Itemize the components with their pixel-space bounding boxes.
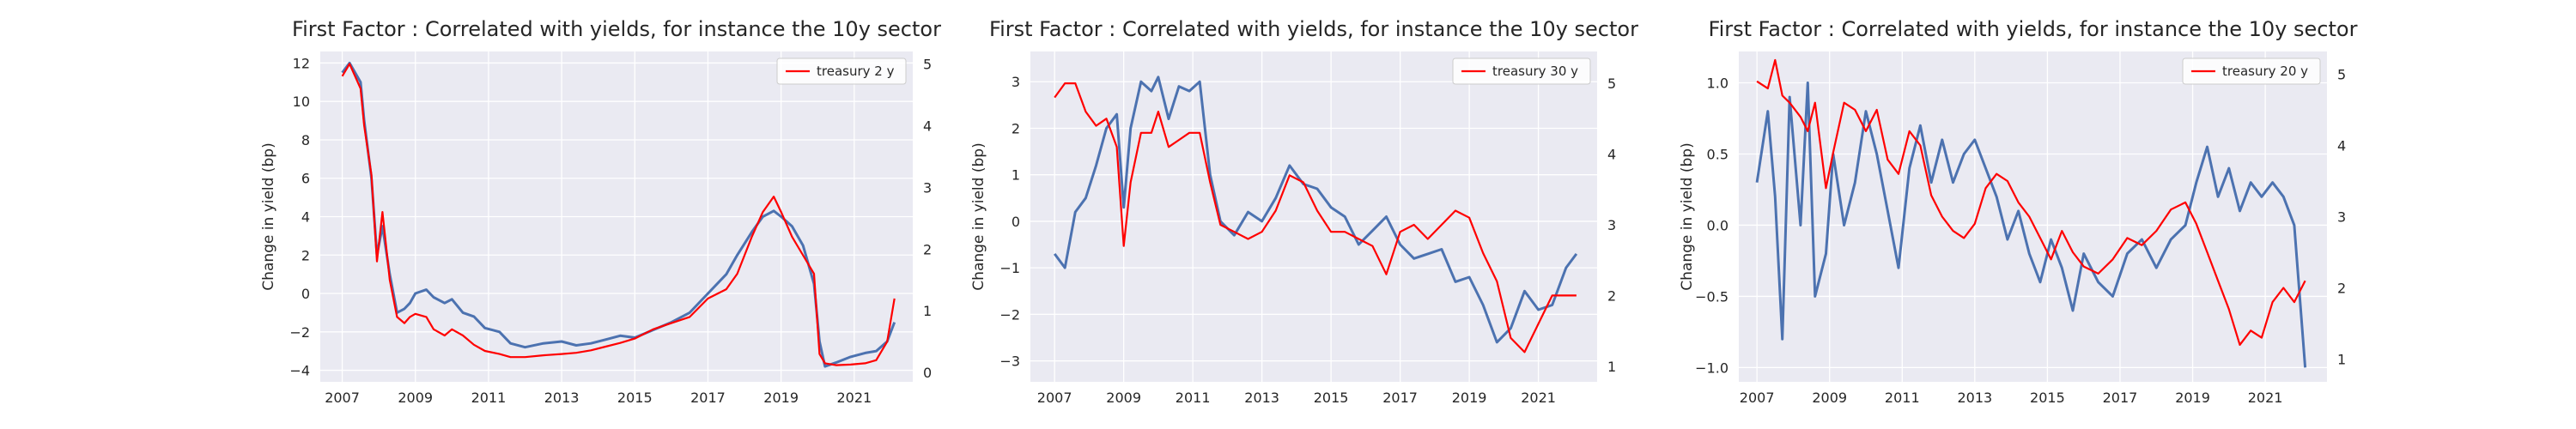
y-left-tick-label: 10 (293, 94, 310, 110)
legend: treasury 30 y (1452, 57, 1591, 85)
y-left-tick-label: 1.0 (1707, 76, 1728, 92)
y-right-tick-label: 3 (2337, 209, 2346, 226)
y-axis-label: Change in yield (bp) (970, 142, 987, 290)
treasury-line (1756, 58, 2306, 346)
x-tick-label: 2013 (544, 390, 580, 406)
x-tick-label: 2019 (2175, 390, 2210, 406)
treasury-line (341, 63, 896, 366)
x-tick-label: 2019 (763, 390, 799, 406)
y-left-tick-label: 12 (293, 55, 310, 71)
plot-area (1739, 51, 2327, 382)
y-right-tick-label: 3 (923, 179, 932, 196)
legend-label: treasury 20 y (2222, 63, 2308, 79)
y-axis-label: Change in yield (bp) (1679, 142, 1696, 290)
legend-label: treasury 30 y (1492, 63, 1578, 79)
y-left-tick-label: 3 (1012, 74, 1020, 90)
x-tick-label: 2013 (1244, 390, 1279, 406)
y-right-tick-label: 0 (923, 365, 932, 381)
y-right-tick-label: 1 (2337, 351, 2346, 367)
x-tick-label: 2017 (1382, 390, 1418, 406)
y-left-tick-label: −0.5 (1695, 288, 1728, 305)
y-right-tick-label: 1 (923, 303, 932, 319)
y-left-tick-label: −1 (999, 260, 1020, 276)
y-right-tick-label: 2 (1607, 287, 1616, 304)
legend-box (1452, 57, 1591, 85)
first-factor-line (1755, 82, 2307, 368)
x-tick-label: 2021 (1521, 390, 1556, 406)
legend-box (2182, 57, 2321, 85)
legend: treasury 20 y (2182, 57, 2321, 85)
x-tick-label: 2007 (1037, 390, 1072, 406)
y-left-tick-label: 0.0 (1707, 217, 1728, 233)
y-left-tick-label: 0 (301, 286, 310, 302)
y-left-tick-label: 0.5 (1707, 146, 1728, 162)
y-axis-label: Change in yield (bp) (260, 142, 277, 290)
x-tick-label: 2013 (1957, 390, 1992, 406)
y-left-tick-label: −1.0 (1695, 360, 1728, 376)
x-tick-label: 2007 (1740, 390, 1775, 406)
y-left-tick-label: 1 (1012, 167, 1020, 184)
x-tick-label: 2015 (2030, 390, 2065, 406)
x-tick-label: 2011 (1176, 390, 1211, 406)
x-tick-label: 2019 (1452, 390, 1487, 406)
chart-title: First Factor : Correlated with yields, f… (292, 17, 941, 41)
y-left-tick-label: −2 (999, 306, 1020, 323)
legend-box (776, 57, 907, 85)
y-left-tick-label: 4 (301, 209, 310, 226)
legend: treasury 2 y (776, 57, 907, 85)
legend-label: treasury 2 y (817, 63, 895, 79)
x-tick-label: 2017 (690, 390, 726, 406)
first-factor-line (341, 61, 896, 368)
y-left-tick-label: 2 (301, 247, 310, 263)
x-tick-label: 2009 (1106, 390, 1141, 406)
y-left-tick-label: 6 (301, 171, 310, 187)
chart-title: First Factor : Correlated with yields, f… (989, 17, 1638, 41)
x-tick-label: 2011 (471, 390, 507, 406)
chart-panel-1: 2007 2009 2011 2013 2015 2017 2019 2021−4−20246… (260, 17, 941, 406)
y-left-tick-label: −3 (999, 353, 1020, 370)
x-tick-label: 2009 (398, 390, 433, 406)
y-right-tick-label: 5 (2337, 67, 2346, 83)
treasury-line (1054, 82, 1577, 353)
y-right-tick-label: 4 (923, 118, 932, 134)
y-right-tick-label: 3 (1607, 217, 1616, 233)
plot-area (1030, 51, 1597, 382)
y-left-tick-label: 8 (301, 132, 310, 148)
x-tick-label: 2017 (2103, 390, 2138, 406)
y-left-tick-label: −4 (289, 363, 310, 379)
chart-panel-2: 2007 2009 2011 2013 2015 2017 2019 2021 −3 −2 −1 0 1… (970, 17, 1638, 406)
x-tick-label: 2015 (617, 390, 653, 406)
y-right-tick-label: 2 (2337, 280, 2346, 296)
y-left-tick-label: −2 (289, 324, 310, 341)
x-tick-label: 2007 (325, 390, 360, 406)
y-left-tick-label: 2 (1012, 120, 1020, 136)
y-left-tick-label: 0 (1012, 214, 1020, 230)
x-tick-label: 2011 (1885, 390, 1920, 406)
y-right-tick-label: 5 (923, 56, 932, 72)
x-tick-label: 2009 (1812, 390, 1847, 406)
x-tick-label: 2015 (1314, 390, 1349, 406)
y-right-tick-label: 5 (1607, 76, 1616, 92)
y-right-tick-label: 4 (2337, 138, 2346, 154)
x-tick-label: 2021 (2248, 390, 2283, 406)
chart-panel-3: 2007 2009 2011 2013 2015 2017 2019 2021 −1.0 −0.5… (1679, 17, 2358, 406)
x-tick-label: 2021 (836, 390, 872, 406)
first-factor-line (1053, 76, 1578, 344)
y-right-tick-label: 2 (923, 241, 932, 257)
y-right-tick-label: 1 (1607, 359, 1616, 375)
y-right-tick-label: 4 (1607, 147, 1616, 163)
chart-title: First Factor : Correlated with yields, f… (1709, 17, 2358, 41)
